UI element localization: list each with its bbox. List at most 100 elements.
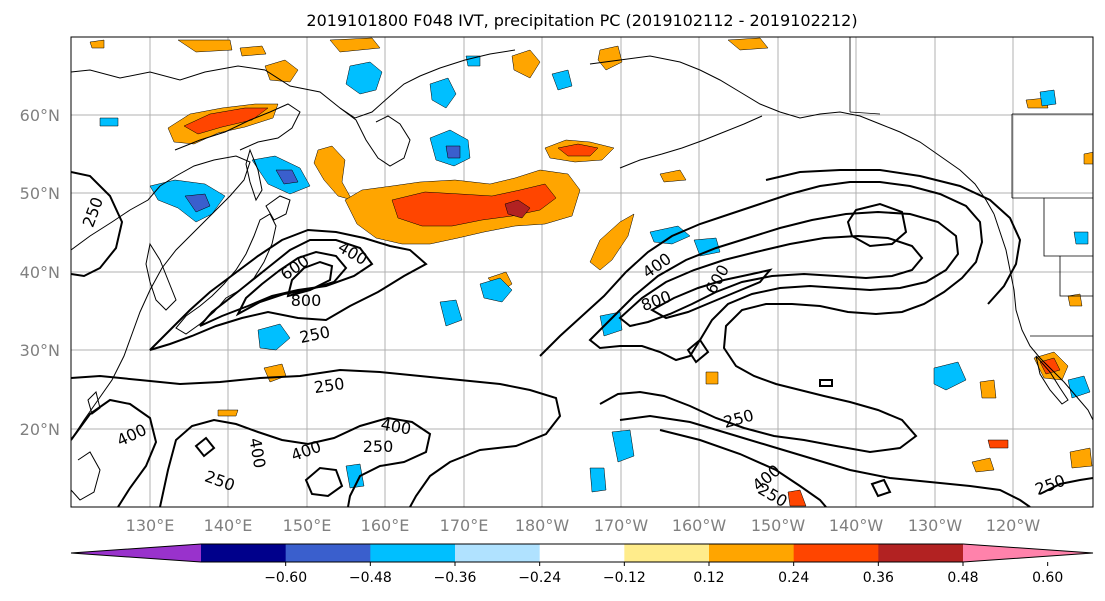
coast-asia-okhotsk xyxy=(174,103,301,151)
precip-blob-south-3 xyxy=(987,439,1009,449)
precip-blob-south-1 xyxy=(787,489,807,507)
precip-neg-west xyxy=(99,117,119,127)
precip-blob-baja-core xyxy=(1039,357,1061,375)
colorbar-tick-label: −0.60 xyxy=(264,570,307,586)
lon-label: 180°W xyxy=(515,516,570,535)
precip-neg-mid-2 xyxy=(439,299,463,327)
coast-kamchatka xyxy=(339,107,411,167)
colorbar-segment xyxy=(285,544,371,562)
precip-blob-north-4 xyxy=(264,59,299,83)
lon-label: 130°E xyxy=(126,516,175,535)
coast-baja xyxy=(1035,355,1069,405)
political-borders xyxy=(849,37,1093,337)
contour-label: 800 xyxy=(291,291,322,310)
precip-blob-south-8 xyxy=(979,379,997,399)
coast-aleutians xyxy=(619,115,763,169)
precip-blob-ak-2 xyxy=(1083,151,1093,165)
colorbar-tick-label: 0.12 xyxy=(693,570,724,586)
lon-label: 160°E xyxy=(361,516,410,535)
coast-na-west xyxy=(993,213,1093,421)
precip-neg-mid-1 xyxy=(479,277,513,303)
precip-blob-north-3 xyxy=(329,37,381,53)
lat-label-20n: 20°N xyxy=(20,420,60,439)
precip-positive-shading xyxy=(89,37,1093,507)
colorbar-tick-label: −0.48 xyxy=(349,570,392,586)
lon-label: 170°W xyxy=(594,516,649,535)
lat-label-30n: 30°N xyxy=(20,341,60,360)
ivt-contour-pacific-250 xyxy=(539,181,984,454)
precip-neg-south-4 xyxy=(345,463,365,489)
coast-korea xyxy=(145,242,177,311)
lon-label: 140°E xyxy=(204,516,253,535)
ivt-contour-east-250 xyxy=(1039,477,1093,495)
longitude-labels: 130°E 140°E 150°E 160°E 170°E 180°W 170°… xyxy=(126,516,1041,535)
ivt-contour-asia-400 xyxy=(199,239,374,327)
coast-japan xyxy=(175,213,277,335)
precip-blob-south-4 xyxy=(971,457,995,473)
precip-blob-okhotsk-core xyxy=(183,107,269,135)
colorbar-segment xyxy=(539,544,625,562)
precip-blob-north-6 xyxy=(597,45,623,71)
precip-neg-north-4 xyxy=(465,55,481,67)
precip-neg-japan-sea-core xyxy=(184,193,211,213)
colorbar-tick-label: −0.12 xyxy=(603,570,646,586)
precip-negative-shading xyxy=(99,55,1091,493)
lon-label: 120°W xyxy=(986,516,1041,535)
precip-neg-south-1 xyxy=(611,429,635,463)
lon-label: 160°W xyxy=(672,516,727,535)
lat-label-40n: 40°N xyxy=(20,263,60,282)
latitude-labels: 60°N 50°N 40°N 30°N 20°N xyxy=(20,106,60,439)
precip-neg-hokkaido-core xyxy=(275,169,299,185)
map-frame xyxy=(70,36,1094,508)
ivt-contour-pacific-400 xyxy=(588,210,960,362)
colorbar-extend-low xyxy=(71,544,201,562)
precip-neg-north-3 xyxy=(551,69,573,91)
colorbar-tick-label: −0.36 xyxy=(434,570,477,586)
precip-neg-south-5 xyxy=(589,467,607,493)
precip-blob-midpacific-1 xyxy=(589,213,635,271)
ivt-contour-pacific-800 xyxy=(649,268,773,320)
lon-label: 170°E xyxy=(440,516,489,535)
colorbar-segment xyxy=(878,544,964,562)
colorbar-tick-label: 0.48 xyxy=(947,570,978,586)
colorbar: −0.60 −0.48 −0.36 −0.24 −0.12 0.12 0.24 0.36 0.4… xyxy=(70,543,1094,586)
lon-label: 150°W xyxy=(751,516,806,535)
ivt-contour-south-250 xyxy=(619,414,1031,507)
precip-blob-south-7 xyxy=(705,371,719,385)
ivt-contour-subtropical-250 xyxy=(71,368,562,507)
ivt-contour-asia-800 xyxy=(286,260,334,298)
colorbar-extend-high xyxy=(963,544,1093,562)
ivt-contour-asia-250 xyxy=(149,228,428,351)
precip-neg-mid-5 xyxy=(693,237,721,257)
colorbar-outline xyxy=(70,543,1094,563)
precip-blob-north-1 xyxy=(177,39,233,53)
precip-blob-north-7 xyxy=(727,37,769,51)
coast-asia-north xyxy=(71,49,516,119)
precip-neg-south-2 xyxy=(933,361,967,391)
ivt-contour-pacific-800b xyxy=(846,202,908,248)
ivt-contour-pacific-600 xyxy=(618,234,924,328)
colorbar-segment xyxy=(370,544,456,562)
ivt-contour-west-250 xyxy=(71,171,124,278)
colorbar-segment xyxy=(201,544,287,562)
precip-neg-ak xyxy=(1039,89,1057,107)
colorbar-segment xyxy=(624,544,710,562)
precip-neg-mid-6 xyxy=(599,311,623,337)
precip-blob-north-8 xyxy=(89,39,105,49)
precip-neg-kuril-core xyxy=(445,145,461,159)
lon-label: 140°W xyxy=(829,516,884,535)
precip-blob-midpacific-3 xyxy=(659,169,687,183)
contour-label: 250 xyxy=(313,374,346,397)
precip-blob-pnw xyxy=(1067,293,1083,307)
precip-neg-north-1 xyxy=(345,61,383,95)
lat-label-50n: 50°N xyxy=(20,184,60,203)
coast-asia-east xyxy=(71,155,251,441)
map-title: 2019101800 F048 IVT, precipitation PC (2… xyxy=(306,11,857,30)
precip-neg-pnw xyxy=(1073,231,1089,245)
colorbar-tick-label: 0.60 xyxy=(1032,570,1063,586)
colorbar-tick-label: 0.24 xyxy=(778,570,809,586)
lat-label-60n: 60°N xyxy=(20,106,60,125)
precip-neg-mid-3 xyxy=(257,323,291,351)
ivt-contour-subtropical-small xyxy=(194,436,344,498)
precip-blob-south-6 xyxy=(217,409,239,417)
